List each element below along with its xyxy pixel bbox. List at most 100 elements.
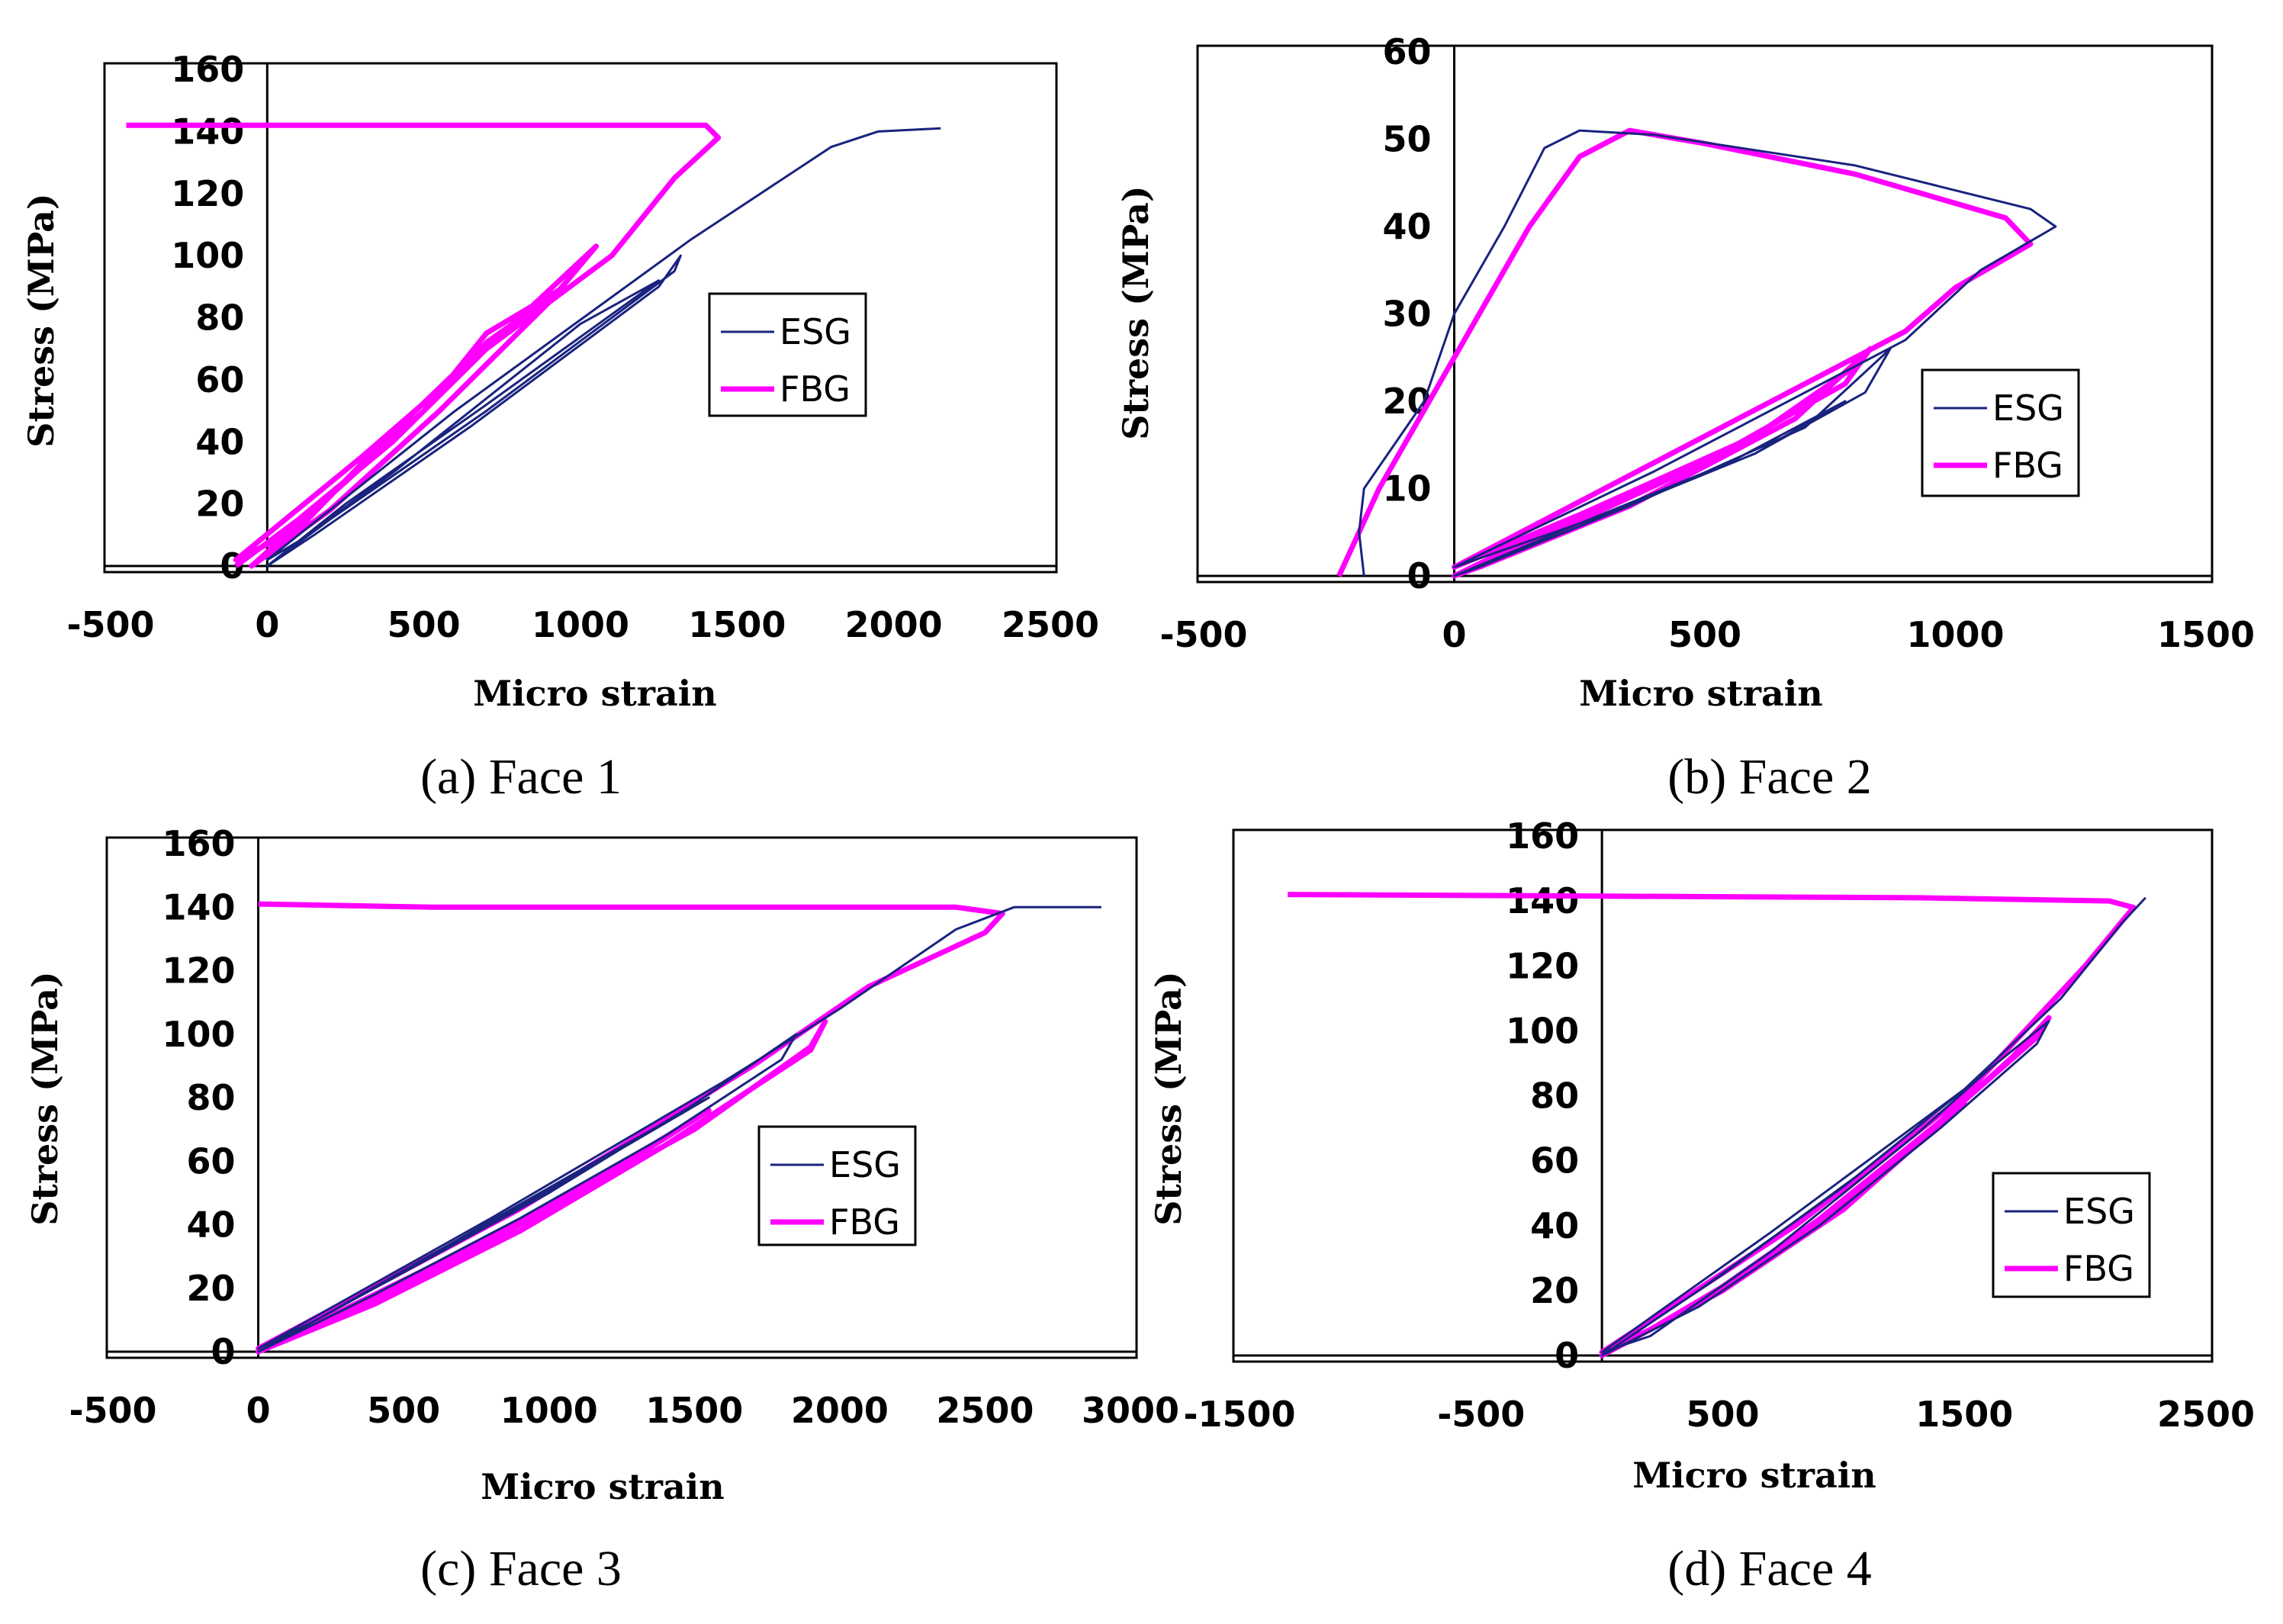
y-tick-label: 60 (1382, 31, 1431, 72)
legend-box (708, 292, 867, 417)
y-tick-label: 80 (187, 1077, 236, 1118)
y-tick-label: 40 (1382, 206, 1431, 247)
legend-label-esg: ESG (780, 311, 851, 352)
x-tick-label: 2500 (1002, 604, 1099, 645)
legend: ESG FBG (1921, 368, 2080, 497)
y-tick-label: 50 (1382, 119, 1431, 160)
plot-frame (105, 836, 1138, 1359)
legend-box (1992, 1172, 2151, 1298)
x-tick-label: 0 (1442, 614, 1466, 655)
x-tick-label: 500 (1686, 1394, 1759, 1435)
x-tick-label: 1500 (1915, 1394, 2013, 1435)
y-tick-label: 60 (1530, 1140, 1579, 1182)
x-tick-label: 1500 (645, 1390, 743, 1431)
legend-box (1921, 368, 2080, 497)
legend-label-fbg: FBG (1992, 445, 2063, 486)
x-tick-label: 1000 (500, 1390, 598, 1431)
series-line-esg (265, 127, 941, 568)
y-tick-label: 80 (195, 297, 244, 339)
x-tick-label: 1500 (2157, 614, 2255, 655)
x-tick-label: 1000 (532, 604, 629, 645)
legend-label-fbg: FBG (780, 368, 850, 410)
chart-panel-1: -500 0 500 1000 1500 2000 2500 0 20 40 60 80 100 120 1… (21, 49, 1099, 805)
y-tick-label: 40 (1530, 1205, 1579, 1246)
series-line-esg (257, 905, 1101, 1353)
x-axis-title: Micro strain (473, 673, 716, 714)
y-tick-label: 80 (1530, 1076, 1579, 1117)
plot-frame (103, 62, 1058, 574)
y-tick-label: 120 (162, 950, 236, 992)
y-tick-label: 140 (1506, 880, 1579, 921)
y-tick-label: 120 (171, 173, 244, 214)
x-tick-label: 500 (1668, 614, 1741, 655)
legend: ESG FBG (757, 1125, 917, 1246)
y-tick-label: 0 (1555, 1335, 1579, 1376)
y-axis-title: Stress (MPa) (21, 193, 62, 447)
plot-frame (1196, 44, 2214, 584)
x-tick-label: 1000 (1906, 614, 2004, 655)
series-line-fbg (126, 122, 722, 569)
legend-label-esg: ESG (829, 1144, 901, 1185)
y-tick-label: 30 (1382, 294, 1431, 335)
legend-label-fbg: FBG (829, 1201, 900, 1243)
y-tick-label: 20 (195, 484, 244, 525)
panel-caption: (d) Face 4 (1667, 1541, 1872, 1597)
x-tick-label: -500 (1159, 614, 1247, 655)
chart-panel-4: -1500 -500 500 1500 2500 0 20 40 60 80 100 120 140 16… (1148, 815, 2255, 1597)
series-line-fbg (256, 901, 1005, 1355)
y-tick-label: 100 (162, 1014, 236, 1055)
y-tick-label: 160 (162, 823, 236, 864)
legend: ESG FBG (708, 292, 867, 417)
y-tick-label: 60 (195, 359, 244, 400)
y-axis-title: Stress (MPa) (1148, 971, 1189, 1225)
legend-label-esg: ESG (2063, 1191, 2135, 1232)
x-axis-title: Micro strain (1632, 1455, 1876, 1496)
x-tick-label: 2000 (845, 604, 943, 645)
x-tick-label: -1500 (1183, 1394, 1295, 1435)
y-tick-label: 0 (1407, 555, 1431, 597)
x-tick-label: 500 (387, 604, 461, 645)
x-tick-label: 2500 (936, 1390, 1034, 1431)
legend-label-esg: ESG (1992, 388, 2064, 429)
y-tick-label: 20 (1530, 1270, 1579, 1311)
y-tick-label: 0 (220, 545, 244, 587)
x-axis-title: Micro strain (1579, 673, 1822, 714)
series-line-esg (1358, 129, 2057, 577)
y-axis-title: Stress (MPa) (24, 971, 66, 1225)
y-tick-label: 10 (1382, 468, 1431, 510)
x-tick-label: -500 (69, 1390, 156, 1431)
x-tick-label: 2500 (2157, 1394, 2255, 1435)
y-tick-label: 140 (171, 111, 244, 152)
y-tick-label: 160 (171, 49, 244, 90)
legend-box (757, 1125, 917, 1246)
y-tick-label: 0 (211, 1331, 236, 1372)
x-tick-label: 0 (255, 604, 279, 645)
legend-label-fbg: FBG (2063, 1248, 2134, 1289)
x-tick-label: 500 (367, 1390, 440, 1431)
y-tick-label: 40 (187, 1204, 236, 1246)
x-tick-label: 0 (246, 1390, 271, 1431)
panel-caption: (a) Face 1 (420, 749, 622, 805)
x-tick-label: 2000 (791, 1390, 889, 1431)
y-tick-label: 120 (1506, 945, 1579, 986)
x-tick-label: -500 (1437, 1394, 1525, 1435)
series-line-fbg (1288, 892, 2137, 1359)
series-line-esg (1600, 896, 2146, 1357)
y-tick-label: 100 (171, 235, 244, 276)
x-tick-label: -500 (66, 604, 154, 645)
y-tick-label: 20 (187, 1268, 236, 1309)
x-tick-label: 3000 (1082, 1390, 1179, 1431)
chart-panel-3: -500 0 500 1000 1500 2000 2500 3000 0 20 40 60 80 100… (24, 823, 1179, 1597)
y-tick-label: 100 (1506, 1010, 1579, 1051)
panel-caption: (c) Face 3 (420, 1541, 622, 1597)
y-axis-title: Stress (MPa) (1115, 185, 1156, 439)
legend: ESG FBG (1992, 1172, 2151, 1298)
x-tick-label: 1500 (688, 604, 786, 645)
y-tick-label: 160 (1506, 815, 1579, 857)
panel-caption: (b) Face 2 (1667, 749, 1872, 805)
x-axis-title: Micro strain (481, 1466, 724, 1507)
y-tick-label: 40 (195, 421, 244, 462)
y-tick-label: 140 (162, 886, 236, 928)
